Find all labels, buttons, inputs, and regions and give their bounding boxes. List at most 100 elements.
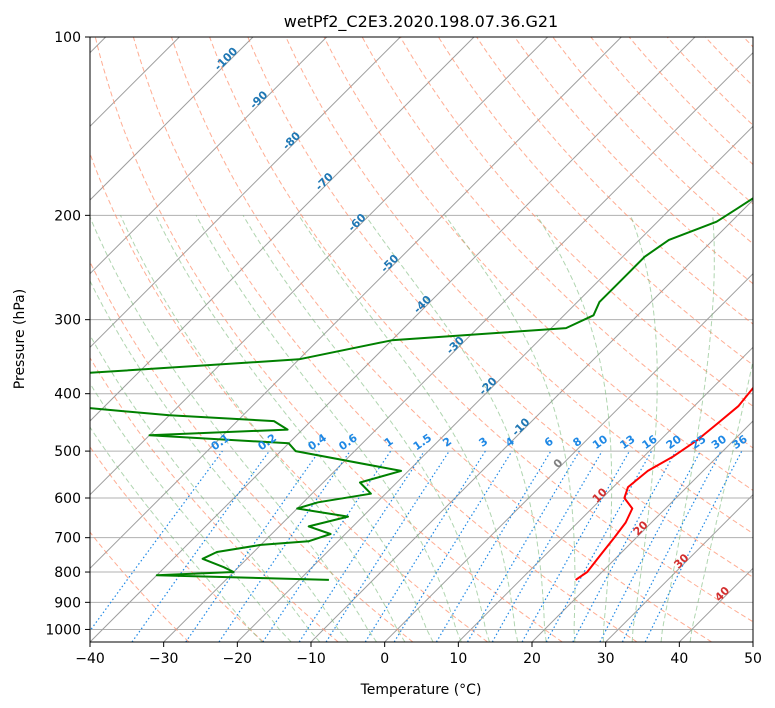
- x-tick-label: −20: [223, 651, 253, 667]
- isotherm-line: [90, 37, 401, 349]
- mixing-ratio-line: [364, 450, 486, 642]
- moist-adiabat: [689, 358, 753, 642]
- mixing-ratio-line: [325, 450, 450, 642]
- axes: −40 −30 −20 −10 0 10 20 30 40 5010020030040050060…: [45, 30, 762, 667]
- moist-adiabat: [155, 215, 434, 642]
- moist-adiabat: [660, 215, 715, 642]
- isotherm-label: -10: [509, 415, 532, 438]
- moist-adiabat: [195, 215, 462, 642]
- mixing-ratio-line: [521, 450, 631, 642]
- dry-adiabat: [361, 37, 753, 449]
- mixing-ratio-label: 25: [689, 433, 709, 452]
- mixing-ratio-line: [435, 450, 552, 642]
- y-tick-label: 200: [54, 208, 81, 224]
- moist-adiabat: [90, 334, 321, 642]
- x-tick-label: −10: [296, 651, 326, 667]
- x-tick-label: 30: [597, 651, 615, 667]
- isotherm-line: [605, 493, 753, 642]
- x-tick-label: −30: [149, 651, 179, 667]
- mixing-ratio-label: 0.4: [306, 431, 330, 453]
- isotherm-line: [384, 272, 753, 642]
- mixing-ratio-line: [131, 450, 270, 642]
- isotherm-line: [90, 37, 549, 496]
- x-tick-label: 10: [449, 651, 467, 667]
- isotherm-line: [90, 37, 622, 570]
- y-tick-label: 400: [54, 387, 81, 403]
- isotherm-label: -50: [378, 252, 401, 275]
- isotherm-label: -70: [313, 170, 336, 193]
- x-tick-label: 50: [744, 651, 762, 667]
- moist-adiabat: [298, 215, 519, 642]
- moist-adiabat: [120, 215, 406, 642]
- moist-adiabat: [90, 279, 349, 642]
- mixing-ratio-label: 6: [542, 435, 556, 450]
- dry-adiabat: [743, 37, 753, 48]
- y-tick-label: 800: [54, 565, 81, 581]
- mixing-ratio-label: 1.5: [411, 431, 434, 453]
- isotherm-line: [310, 199, 753, 642]
- plot-area: [90, 37, 753, 642]
- mixing-ratio-label: 30: [709, 432, 729, 452]
- isotherm-line: [752, 641, 753, 642]
- dry-adiabat: [285, 37, 753, 535]
- dewpoint-trace: [90, 197, 753, 581]
- dry-adiabat: [590, 37, 753, 205]
- dry-adiabat: [437, 37, 753, 366]
- mixing-ratio-label: 10: [590, 432, 610, 452]
- y-axis-label: Pressure (hPa): [12, 289, 28, 389]
- isotherm-line: [90, 37, 254, 201]
- moist-adiabat: [630, 215, 658, 642]
- dry-adiabat: [666, 37, 753, 126]
- isotherm-line: [163, 51, 753, 642]
- mixing-ratio-line: [218, 450, 351, 642]
- mixing-ratio-label: 1: [382, 435, 396, 450]
- mixing-ratio-label: 3: [477, 435, 491, 450]
- moist-adiabat: [90, 382, 292, 642]
- y-tick-label: 100: [54, 30, 81, 46]
- isotherm-label: -90: [247, 88, 270, 111]
- isotherm-label: 40: [712, 584, 732, 604]
- mixing-ratio-line: [491, 450, 603, 642]
- y-tick-label: 500: [54, 444, 81, 460]
- dry-adiabat: [90, 531, 190, 642]
- dry-adiabat: [90, 260, 414, 642]
- mixing-ratio-label: 0.1: [209, 431, 232, 453]
- isotherm-label: -100: [212, 44, 241, 73]
- dry-adiabat: [323, 37, 753, 491]
- isotherm-line: [90, 37, 328, 275]
- mixing-ratio-label: 36: [730, 432, 750, 452]
- x-tick-label: 20: [523, 651, 541, 667]
- x-axis-label: Temperature (°C): [360, 682, 482, 698]
- isotherm-label: -60: [345, 211, 368, 234]
- annotation-layer: 0.1 0.2 0.4 0.6 1 1.5 2 3 4 6 8 10 13 16 20 25 30 36-100-…: [209, 44, 750, 604]
- moist-adiabat: [90, 215, 378, 642]
- mixing-ratio-label: 16: [640, 432, 660, 452]
- dry-adiabat: [94, 37, 563, 642]
- dry-adiabat: [171, 37, 712, 642]
- dry-adiabat: [132, 37, 638, 642]
- mixing-ratio-line: [90, 450, 223, 632]
- chart-title: wetPf2_C2E3.2020.198.07.36.G21: [284, 12, 558, 32]
- mixing-ratio-line: [393, 450, 513, 642]
- mixing-ratio-label: 0.2: [256, 431, 279, 453]
- isotherm-line: [531, 420, 753, 642]
- y-tick-label: 700: [54, 531, 81, 547]
- mixing-ratio-line: [466, 450, 580, 642]
- moist-adiabat: [536, 215, 613, 642]
- moist-adiabat: [364, 215, 547, 642]
- x-tick-label: −40: [75, 651, 105, 667]
- dry-adiabat: [90, 356, 339, 642]
- isotherm-line: [457, 346, 753, 642]
- isotherm-line: [90, 37, 475, 422]
- isotherm-line: [678, 567, 753, 642]
- isotherm-line: [236, 125, 753, 642]
- dry-adiabat: [552, 37, 753, 245]
- dry-adiabat: [476, 37, 753, 325]
- moist-adiabat: [444, 215, 576, 642]
- temperature-trace: [575, 386, 753, 581]
- dry-adiabat: [399, 37, 753, 407]
- y-tick-label: 600: [54, 491, 81, 507]
- isotherm-label: -80: [280, 129, 303, 152]
- y-tick-label: 900: [54, 595, 81, 611]
